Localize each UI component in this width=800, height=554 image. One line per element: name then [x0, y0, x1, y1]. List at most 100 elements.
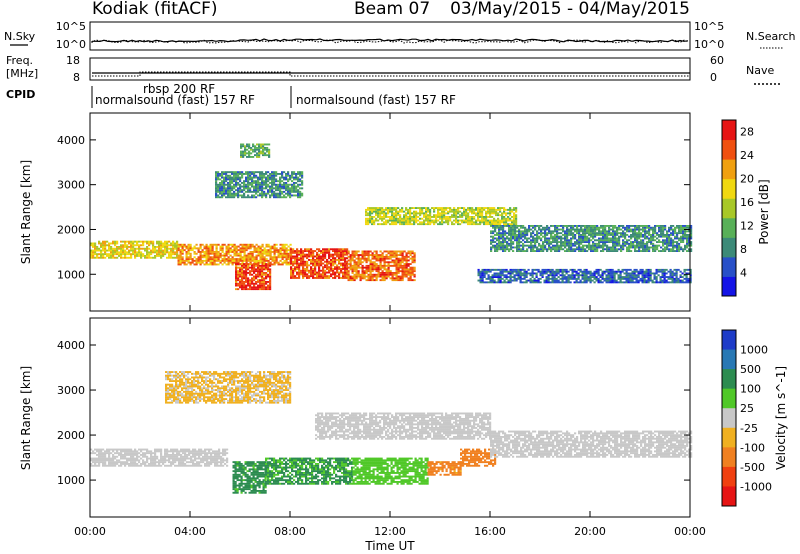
power-echo-cell: [590, 228, 593, 231]
power-echo-cell: [255, 182, 258, 184]
power-echo-cell: [415, 221, 418, 224]
power-echo-cell: [664, 239, 667, 242]
power-echo-cell: [292, 264, 295, 267]
power-echo-cell: [503, 217, 506, 220]
power-echo-cell: [581, 281, 584, 284]
power-echo-cell: [602, 225, 605, 227]
power-echo-cell: [443, 210, 446, 213]
power-echo-cell: [265, 192, 268, 195]
power-echo-cell: [494, 244, 497, 247]
power-echo-cell: [547, 270, 550, 273]
power-echo-cell: [395, 207, 398, 209]
power-echo-cell: [365, 217, 368, 220]
power-echo-cell: [639, 277, 642, 280]
power-echo-cell: [298, 259, 301, 261]
power-echo-cell: [561, 279, 564, 282]
power-echo-cell: [324, 253, 327, 256]
power-echo-cell: [525, 274, 528, 277]
power-echo-cell: [223, 258, 226, 260]
power-echo-cell: [191, 247, 194, 250]
power-echo-cell: [261, 251, 264, 253]
power-echo-cell: [510, 234, 513, 236]
power-echo-cell: [347, 259, 350, 262]
power-echo-cell: [501, 221, 504, 224]
power-echo-cell: [215, 245, 218, 248]
power-echo-cell: [612, 230, 615, 233]
power-echo-cell: [495, 274, 498, 277]
power-echo-cell: [263, 279, 266, 282]
power-echo-cell: [164, 253, 167, 256]
power-echo-cell: [324, 277, 327, 279]
power-echo-cell: [543, 279, 546, 282]
power-echo-cell: [170, 251, 173, 254]
power-echo-cell: [495, 281, 498, 284]
power-echo-cell: [249, 187, 252, 190]
power-echo-cell: [429, 219, 432, 222]
power-echo-cell: [391, 217, 394, 220]
power-echo-cell: [306, 273, 309, 276]
power-echo-cell: [383, 259, 386, 262]
power-echo-cell: [308, 259, 311, 261]
power-echo-cell: [235, 275, 238, 278]
power-echo-cell: [604, 244, 607, 247]
power-echo-cell: [239, 284, 242, 287]
power-echo-cell: [385, 264, 388, 267]
power-echo-cell: [162, 249, 165, 252]
power-echo-cell: [510, 246, 513, 249]
power-echo-cell: [277, 261, 280, 264]
power-echo-cell: [251, 270, 254, 273]
power-echo-cell: [607, 277, 610, 280]
power-echo-cell: [592, 241, 595, 243]
power-echo-region: [90, 240, 179, 259]
power-echo-cell: [548, 239, 551, 242]
power-echo-cell: [566, 242, 569, 245]
power-echo-cell: [680, 225, 683, 227]
power-echo-cell: [275, 173, 278, 175]
power-echo-cell: [261, 194, 264, 197]
power-echo-cell: [281, 183, 284, 186]
power-echo-cell: [561, 268, 564, 271]
power-echo-cell: [296, 250, 299, 252]
power-echo-cell: [435, 221, 438, 224]
power-echo-cell: [201, 259, 204, 262]
power-echo-cell: [608, 239, 611, 242]
power-echo-cell: [690, 234, 693, 236]
power-echo-cell: [405, 217, 408, 220]
power-echo-cell: [211, 263, 214, 266]
power-echo-cell: [255, 270, 258, 273]
power-echo-cell: [602, 228, 605, 231]
power-echo-cell: [551, 274, 554, 277]
power-echo-cell: [243, 251, 246, 253]
power-echo-cell: [172, 240, 175, 243]
power-echo-cell: [515, 279, 518, 282]
power-echo-cell: [688, 248, 691, 251]
power-echo-cell: [146, 246, 149, 248]
power-echo-cell: [528, 244, 531, 247]
power-echo-cell: [271, 256, 274, 259]
power-echo-cell: [680, 230, 683, 233]
power-echo-cell: [269, 252, 272, 255]
power-echo-cell: [205, 258, 208, 260]
power-echo-cell: [229, 251, 232, 253]
power-echo-cell: [664, 235, 667, 238]
power-echo-cell: [611, 268, 614, 271]
power-echo-cell: [649, 276, 652, 278]
power-echo-cell: [568, 232, 571, 235]
power-echo-cell: [620, 225, 623, 227]
power-echo-cell: [253, 259, 256, 262]
noise-right-tick-bottom: 10^0: [694, 38, 724, 51]
power-echo-cell: [588, 244, 591, 247]
power-echo-cell: [649, 268, 652, 271]
power-echo-cell: [427, 216, 430, 218]
power-echo-cell: [395, 263, 398, 265]
power-echo-cell: [467, 214, 470, 217]
power-echo-cell: [661, 272, 664, 275]
power-echo-cell: [172, 251, 175, 254]
power-echo-cell: [496, 250, 499, 252]
power-echo-cell: [162, 251, 165, 254]
power-echo-cell: [132, 244, 135, 247]
power-echo-cell: [680, 239, 683, 242]
power-echo-cell: [227, 247, 230, 250]
power-echo-cell: [269, 249, 272, 252]
power-echo-cell: [262, 150, 265, 153]
